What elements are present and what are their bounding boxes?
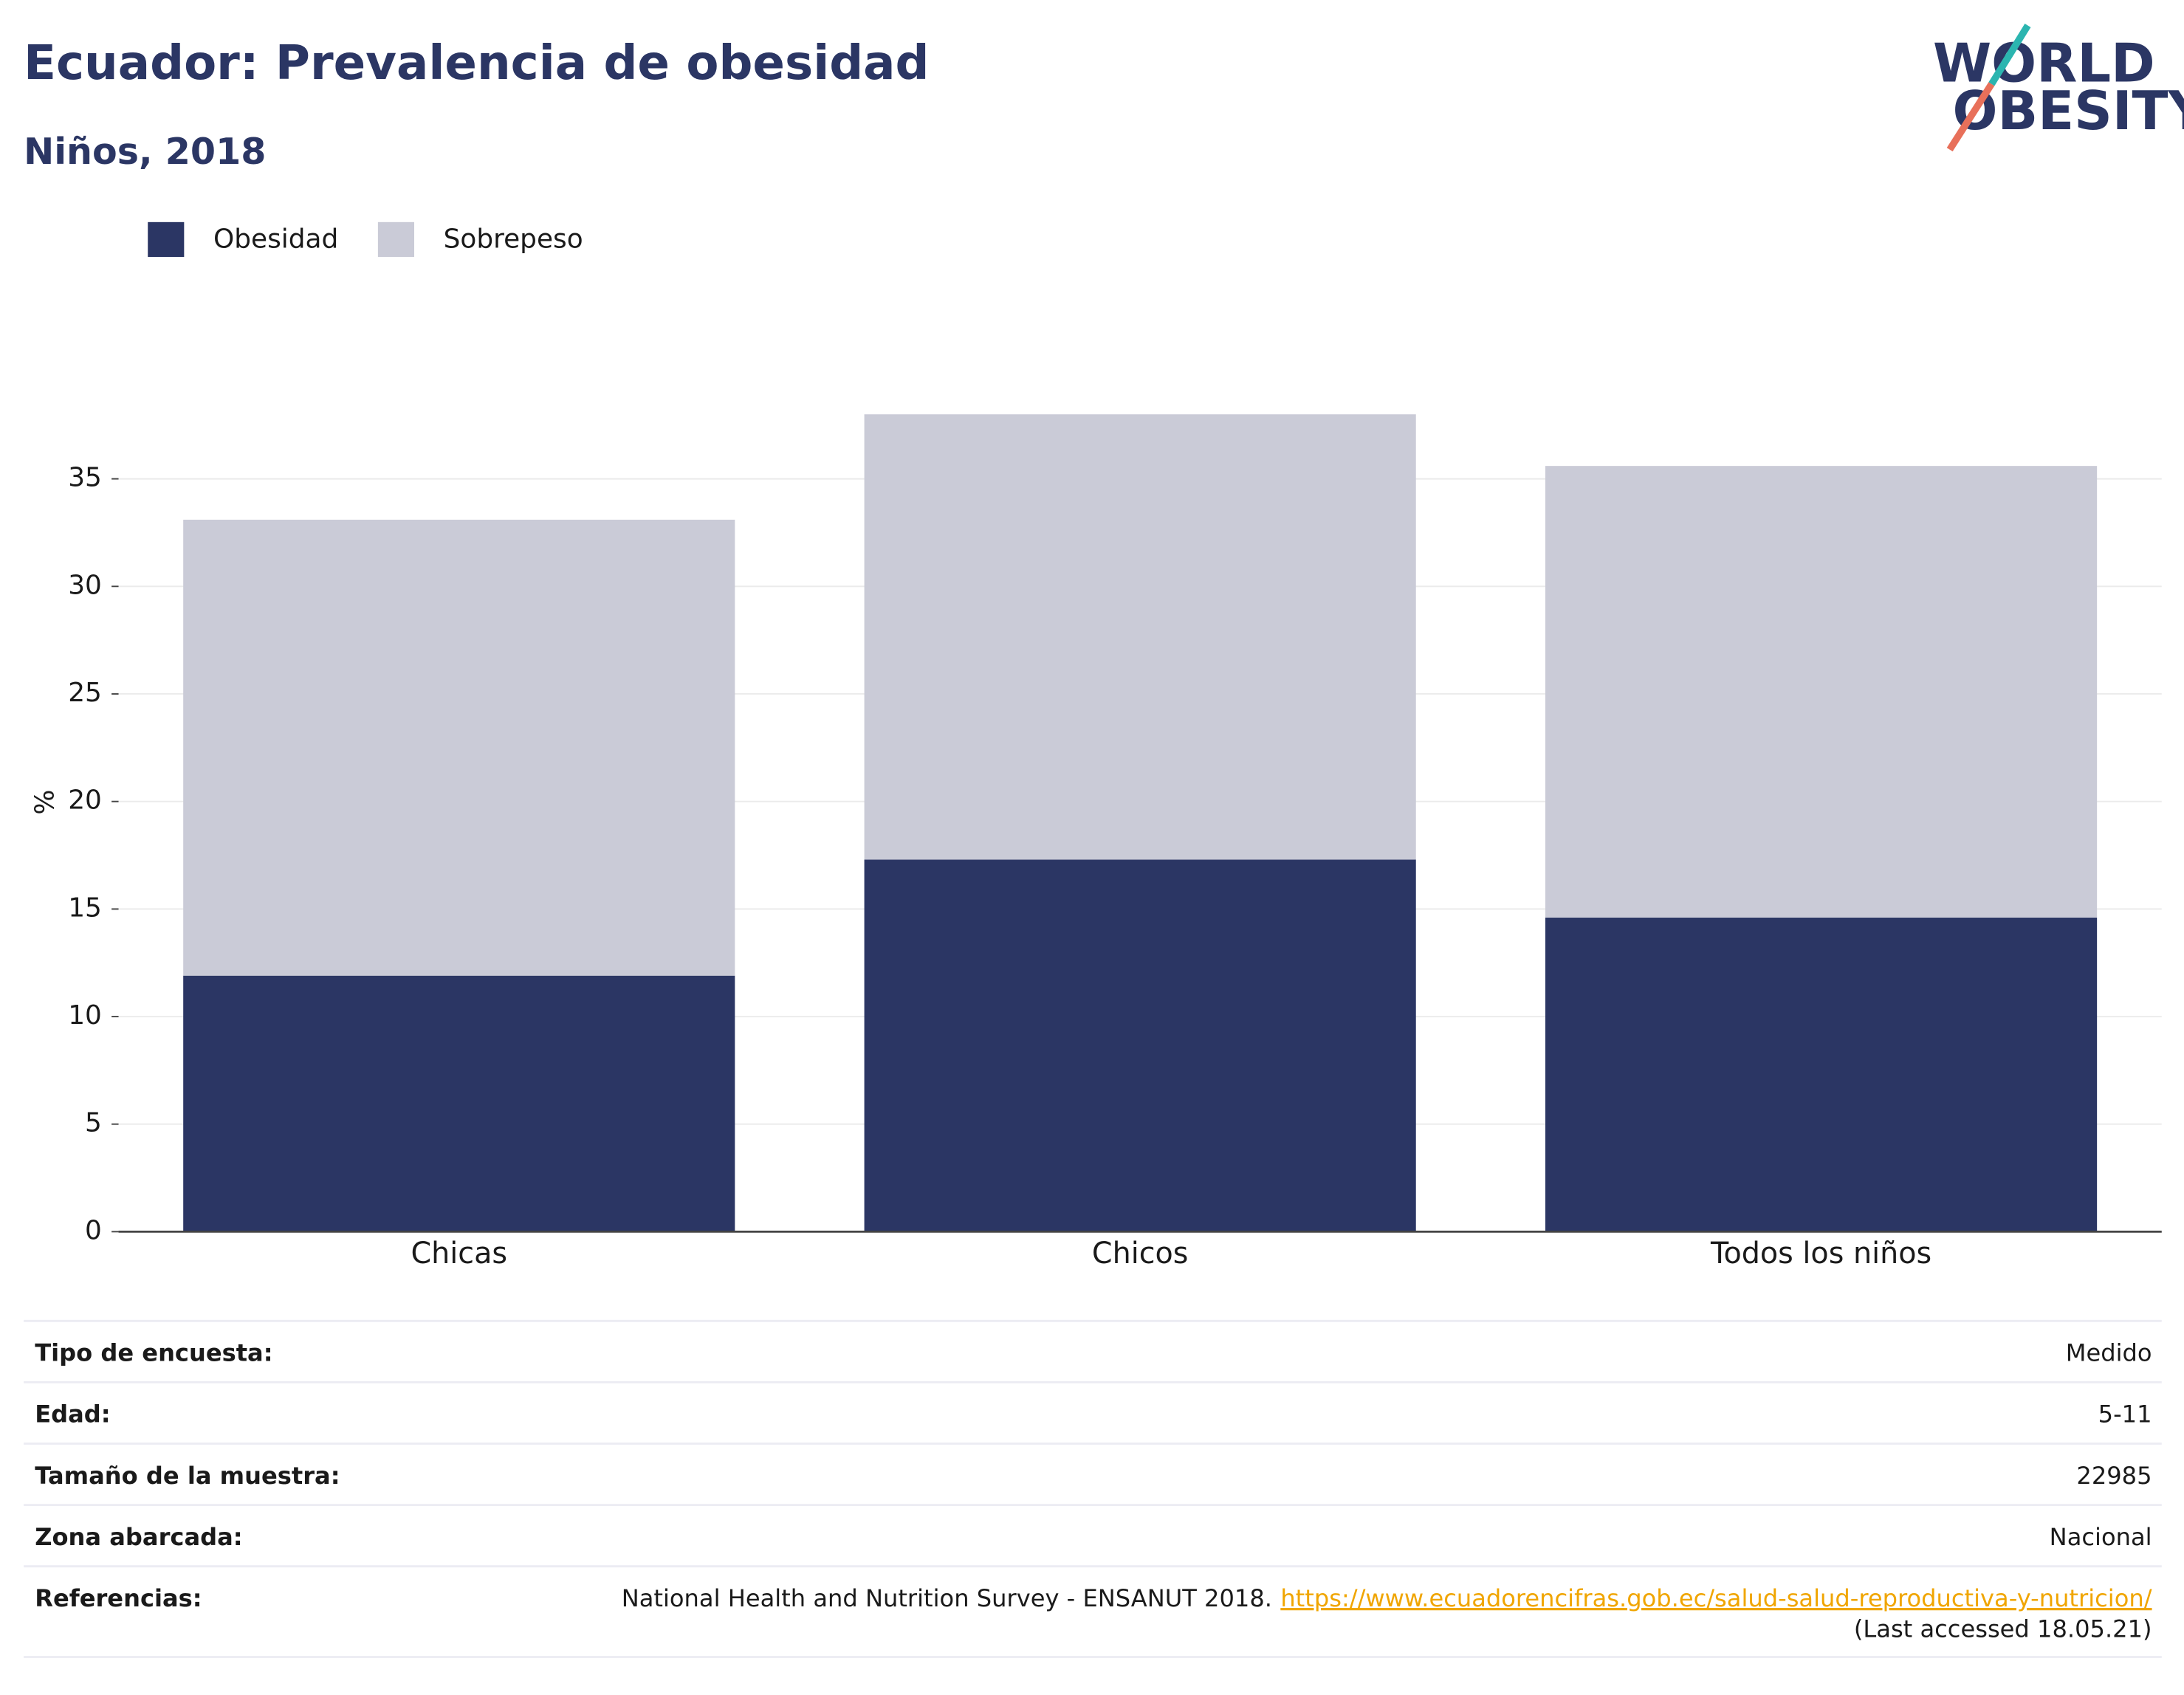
legend-label: Obesidad [213,224,338,254]
x-tick-label: Chicos [1092,1237,1189,1271]
reference-note: (Last accessed 18.05.21) [1854,1615,2152,1643]
table-label: Tamaño de la muestra: [35,1462,340,1490]
logo: WORLD OBESITY [1933,24,2184,152]
chart-title: Ecuador: Prevalencia de obesidad [24,35,929,91]
reference-line: National Health and Nutrition Survey - E… [622,1584,2152,1612]
bar-segment [864,414,1416,860]
y-tick-label: 35 [68,463,102,493]
table-value: 5-11 [2098,1400,2152,1428]
y-tick-label: 0 [85,1215,102,1245]
x-tick-label: Todos los niños [1710,1237,1931,1271]
bar-segment [1545,466,2098,918]
bar-segment [864,859,1416,1232]
reference-text: National Health and Nutrition Survey - E… [622,1584,1272,1612]
logo-slash [1988,24,2031,86]
y-tick-label: 30 [68,570,102,600]
bar-segment [183,519,735,976]
table-label: Zona abarcada: [35,1523,242,1551]
logo-slash [1946,82,1995,152]
y-axis-label: % [30,790,60,815]
bar-segment [183,975,735,1232]
reference-link[interactable]: https://www.ecuadorencifras.gob.ec/salud… [1280,1584,2152,1612]
chart-subtitle: Niños, 2018 [24,130,266,173]
table-value: Medido [2066,1339,2152,1367]
table-value: Nacional [2050,1523,2152,1551]
x-tick-label: Chicas [411,1237,507,1271]
table-label: Referencias: [35,1584,202,1612]
legend-label: Sobrepeso [444,224,583,254]
y-tick-label: 10 [68,1000,102,1031]
y-tick-label: 20 [68,785,102,816]
y-tick-label: 5 [85,1108,102,1138]
bar-segment [1545,918,2098,1232]
table-label: Edad: [35,1400,110,1428]
table-value: 22985 [2076,1462,2152,1490]
logo-line: WORLD [1933,32,2155,94]
y-tick-label: 25 [68,678,102,708]
legend-swatch [377,221,414,258]
y-tick-label: 15 [68,893,102,923]
legend-swatch [148,221,185,258]
table-label: Tipo de encuesta: [35,1339,272,1367]
